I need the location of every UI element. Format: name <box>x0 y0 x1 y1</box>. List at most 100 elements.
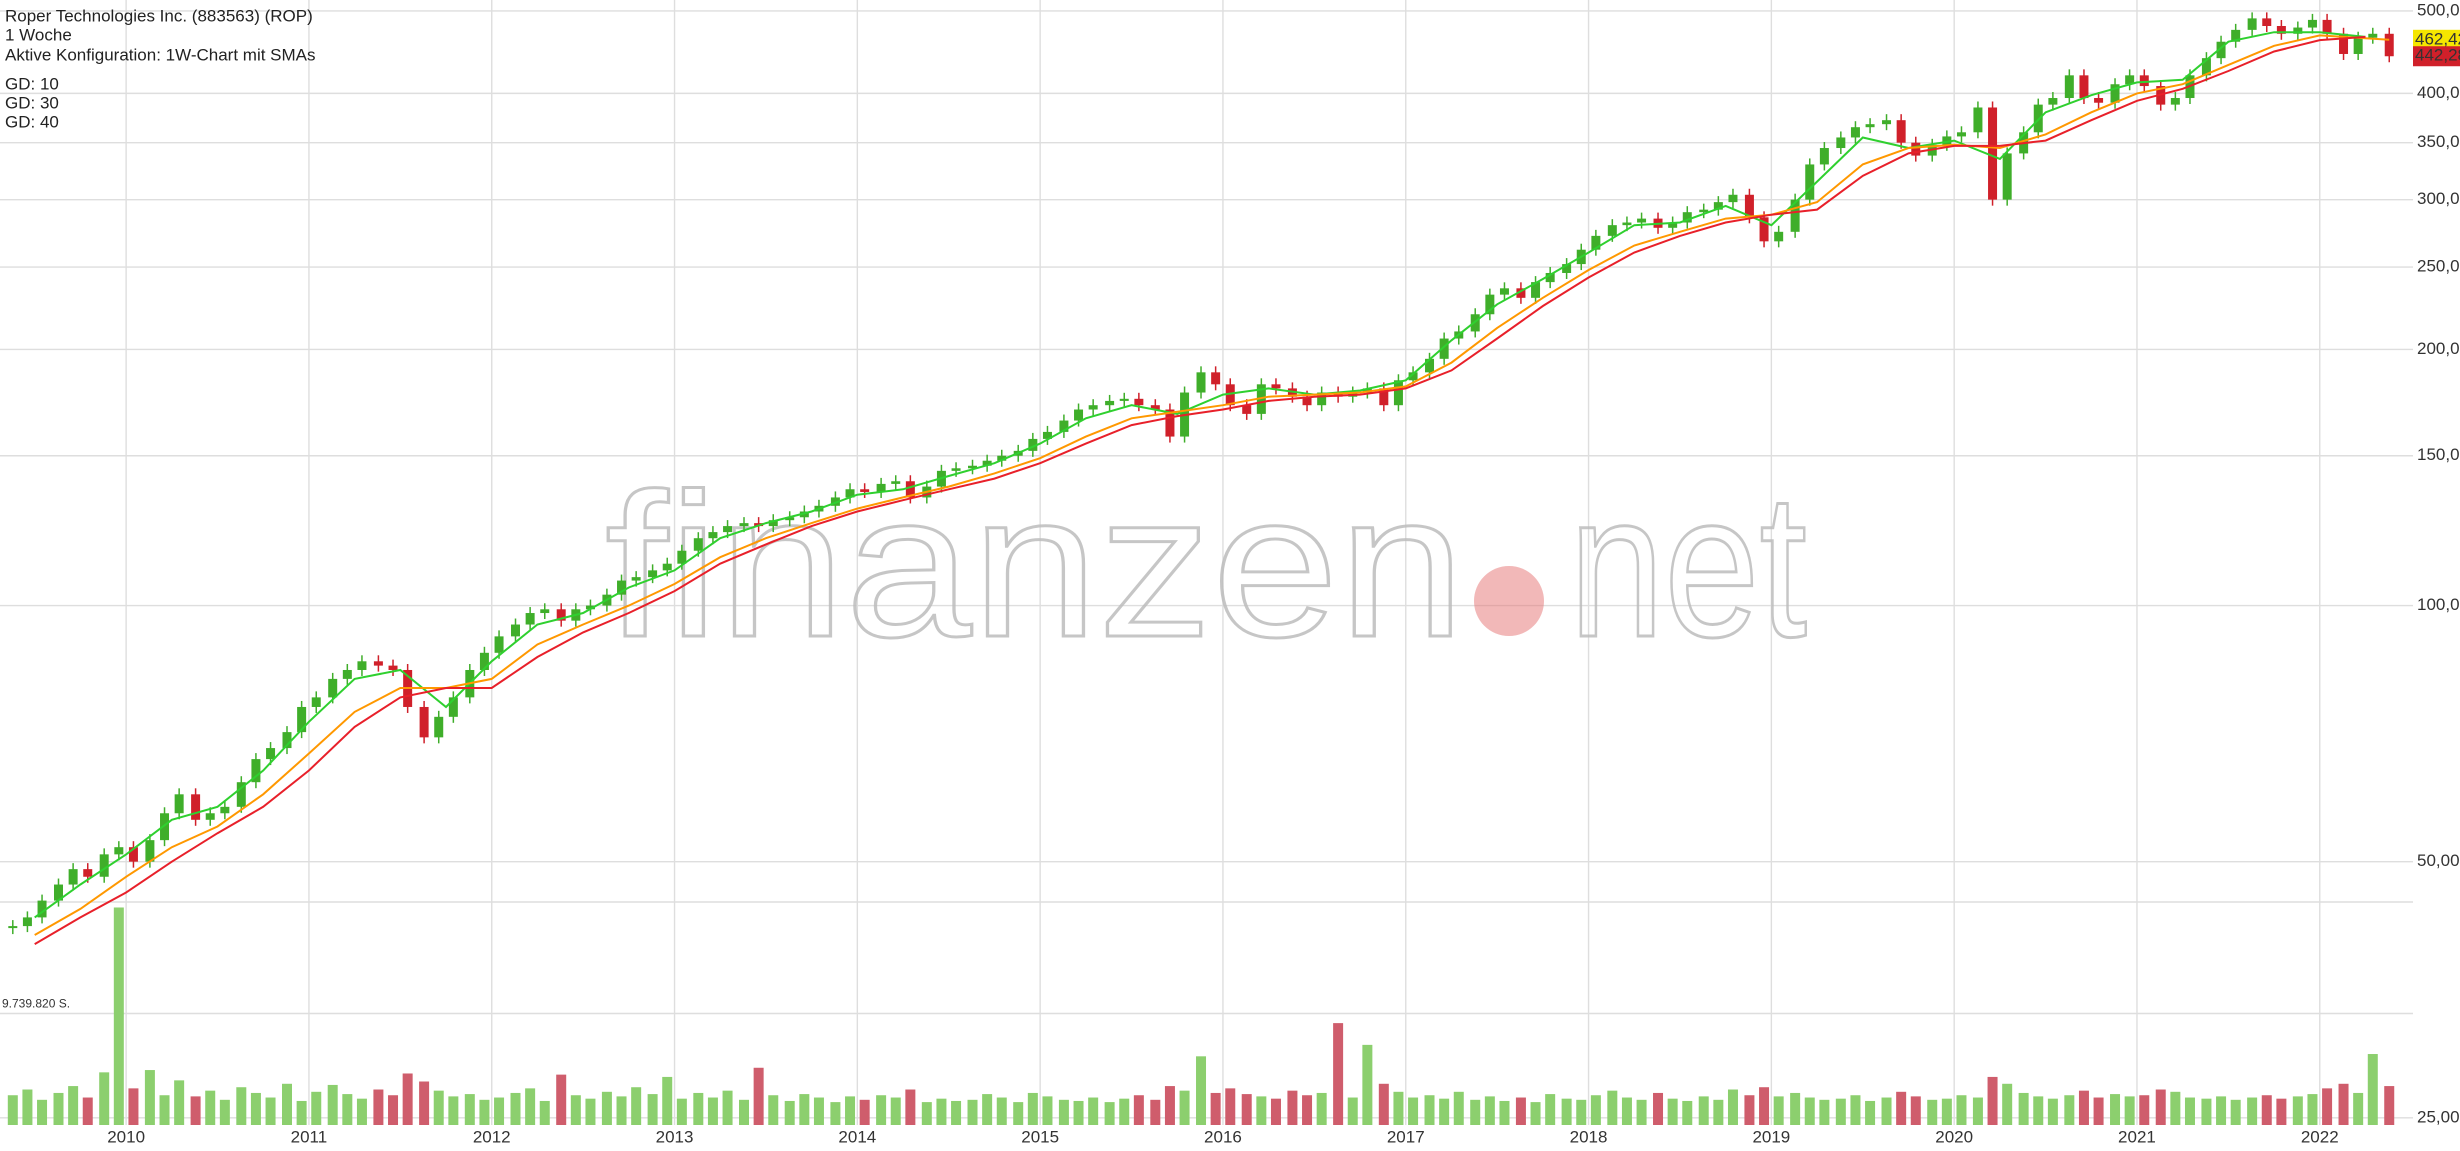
volume-bar <box>419 1081 430 1125</box>
volume-bar <box>1667 1098 1678 1125</box>
volume-bar <box>905 1089 916 1125</box>
volume-bar <box>174 1080 185 1125</box>
watermark-text: finanzen <box>605 451 1465 680</box>
candle <box>1956 132 1966 137</box>
candle <box>1393 380 1403 406</box>
candle <box>585 605 595 610</box>
candle <box>860 489 870 492</box>
candle <box>556 609 566 621</box>
candle <box>845 489 855 498</box>
volume-bar <box>585 1098 596 1125</box>
candle <box>1317 392 1327 406</box>
volume-bar <box>250 1092 261 1125</box>
y-tick-label: 350,00 <box>2417 132 2460 151</box>
volume-bar <box>1636 1099 1647 1125</box>
candle <box>2216 41 2226 59</box>
candle <box>357 661 367 670</box>
candle <box>1973 107 1983 133</box>
volume-bar <box>1042 1096 1053 1125</box>
volume-bar <box>2184 1097 2195 1125</box>
candle <box>785 517 795 521</box>
volume-bar <box>373 1089 384 1125</box>
volume-bar <box>236 1087 247 1125</box>
candle <box>1499 288 1509 295</box>
volume-bar <box>1393 1091 1404 1125</box>
volume-bar <box>1210 1092 1221 1125</box>
candle <box>282 732 292 749</box>
candle <box>1988 107 1998 200</box>
candle <box>1713 202 1723 210</box>
candle <box>1896 120 1906 143</box>
volume-bar <box>1499 1100 1510 1125</box>
candle <box>1622 222 1632 226</box>
volume-bar <box>1424 1095 1435 1125</box>
y-tick-label: 150,00 <box>2417 445 2460 464</box>
x-tick-label: 2019 <box>1752 1127 1790 1146</box>
volume-bar <box>845 1096 856 1125</box>
volume-bar <box>1196 1056 1207 1125</box>
volume-bar <box>859 1099 870 1125</box>
candle <box>1256 384 1266 414</box>
candle <box>1119 398 1129 401</box>
y-tick-label: 300,00 <box>2417 189 2460 208</box>
candle <box>891 481 901 484</box>
volume-bar <box>707 1097 718 1125</box>
volume-bar <box>1819 1099 1830 1125</box>
candle <box>1668 222 1678 228</box>
volume-bar <box>525 1088 536 1125</box>
candle <box>1562 264 1572 273</box>
volume-bar <box>631 1087 642 1125</box>
x-tick-label: 2011 <box>291 1127 328 1146</box>
candle <box>1042 431 1052 439</box>
volume-bar <box>1835 1098 1846 1125</box>
volume-bar <box>1119 1098 1130 1125</box>
candle <box>982 460 992 466</box>
volume-bar <box>1439 1098 1450 1125</box>
volume-bar <box>1484 1096 1495 1125</box>
candle <box>1196 372 1206 393</box>
volume-bar <box>388 1095 399 1125</box>
candle <box>479 652 489 670</box>
volume-bar <box>402 1073 413 1125</box>
candle <box>1379 388 1389 406</box>
volume-bar <box>2247 1097 2258 1125</box>
candle <box>1028 438 1038 451</box>
volume-bar <box>2307 1094 2318 1125</box>
candle <box>1150 405 1160 410</box>
volume-bar <box>1621 1097 1632 1125</box>
candle <box>2002 153 2012 200</box>
volume-bar <box>1088 1097 1099 1125</box>
volume-bar <box>1150 1099 1161 1125</box>
candle <box>2231 29 2241 42</box>
volume-bar <box>1881 1097 1892 1125</box>
legend-entry: GD: 30 <box>5 93 59 112</box>
volume-bar <box>662 1076 673 1125</box>
volume-bar <box>7 1095 18 1125</box>
candle <box>494 636 504 653</box>
candle <box>1607 225 1617 236</box>
candle <box>1545 272 1555 283</box>
candle <box>2353 37 2363 54</box>
volume-bar <box>936 1098 947 1125</box>
chart-config: Aktive Konfiguration: 1W-Chart mit SMAs <box>5 45 316 64</box>
candle <box>2110 84 2120 103</box>
candle <box>2368 33 2378 38</box>
volume-bar <box>1133 1095 1144 1125</box>
legend-entry: GD: 40 <box>5 112 59 131</box>
candle <box>1165 409 1175 437</box>
volume-bar <box>2124 1096 2135 1125</box>
volume-bar <box>1470 1099 1481 1125</box>
candle <box>2125 75 2135 85</box>
legend-entry: GD: 10 <box>5 74 59 93</box>
candle <box>1271 384 1281 389</box>
candle <box>251 759 261 783</box>
volume-bar <box>830 1102 841 1125</box>
volume-bar <box>1058 1099 1069 1125</box>
candle <box>1408 372 1418 381</box>
volume-bar <box>2110 1094 2121 1125</box>
x-tick-label: 2021 <box>2118 1127 2156 1146</box>
volume-bar <box>1759 1087 1770 1125</box>
candle <box>723 526 733 533</box>
y-tick-label: 250,00 <box>2417 257 2460 276</box>
